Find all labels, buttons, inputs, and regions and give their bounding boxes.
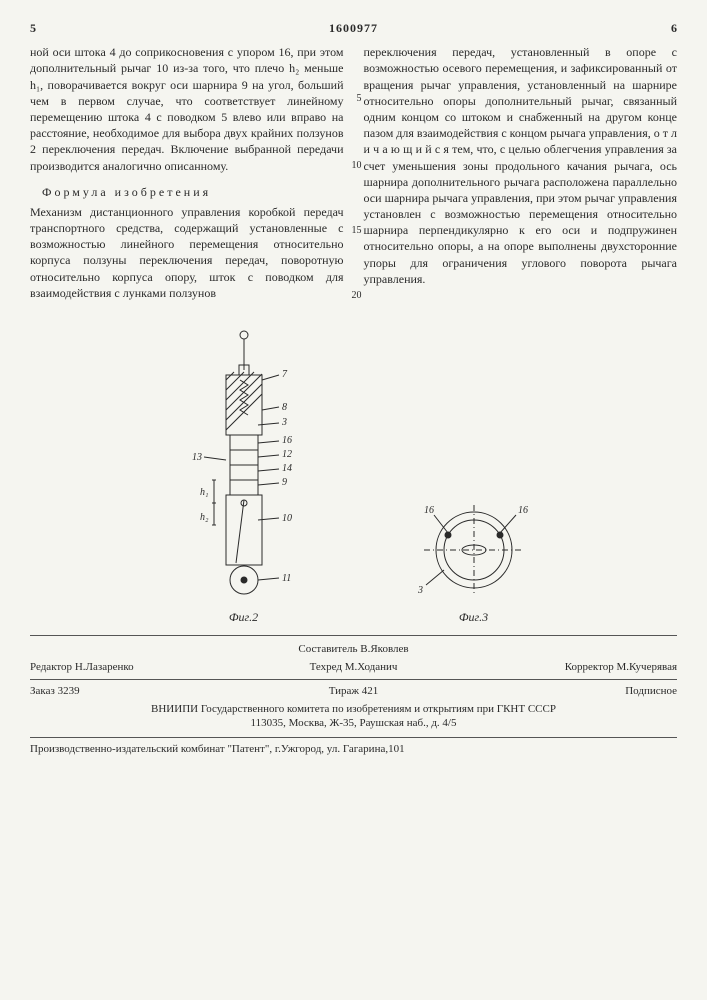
fig2-callout-8: 8 [282,402,287,413]
line-marker-10: 10 [350,159,362,173]
column-right: 5 10 15 20 переключения передач, установ… [364,44,678,305]
compiler-name: В.Яковлев [360,643,408,655]
fig3-callout-16a: 16 [424,505,434,516]
figure-2: 7 8 3 16 12 14 9 10 11 13 h₁ h₂ Фиг.2 [164,325,324,625]
figure-3: 16 16 3 Фиг.3 [404,495,544,625]
order-number: 3239 [58,685,80,697]
org-line-2: Производственно-издательский комбинат "П… [30,737,677,757]
col2-para1: переключения передач, установленный в оп… [364,44,678,287]
order-label: Заказ [30,685,55,697]
col1-para2: Механизм дистанционного управления короб… [30,204,344,301]
compiler-label: Составитель [298,643,357,655]
patent-number: 1600977 [329,20,378,36]
fig2-svg: 7 8 3 16 12 14 9 10 11 13 h₁ h₂ [164,325,324,605]
addr-line-1: 113035, Москва, Ж-35, Раушская наб., д. … [30,716,677,731]
fig2-callout-9: 9 [282,477,287,488]
tech-label: Техред [310,661,342,673]
fig2-callout-13: 13 [192,452,202,463]
fig2-callout-7: 7 [282,369,288,380]
fig3-callout-3: 3 [417,585,423,596]
fig2-label: Фиг.2 [164,609,324,625]
fig3-label: Фиг.3 [404,609,544,625]
corrector-name: М.Кучерявая [617,661,678,673]
line-marker-5: 5 [350,92,362,106]
fig3-callout-16b: 16 [518,505,528,516]
column-left: ной оси штока 4 до соприкосновения с упо… [30,44,344,305]
editor-name: Н.Лазаренко [75,661,134,673]
page-header: 5 1600977 6 [30,20,677,36]
tirage-label: Тираж [329,685,359,697]
fig2-callout-14: 14 [282,463,292,474]
figures-row: 7 8 3 16 12 14 9 10 11 13 h₁ h₂ Фиг.2 [30,325,677,625]
fig2-callout-11: 11 [282,573,291,584]
line-marker-20: 20 [350,289,362,303]
fig2-callout-12: 12 [282,449,292,460]
fig2-callout-3: 3 [281,417,287,428]
line-marker-15: 15 [350,224,362,238]
formula-title: Формула изобретения [42,184,344,200]
fig2-h2: h₂ [200,512,209,523]
editor-label: Редактор [30,661,72,673]
tech-name: М.Ходанич [345,661,398,673]
page-number-left: 5 [30,20,36,36]
col1-para1: ной оси штока 4 до соприкосновения с упо… [30,44,344,174]
fig2-callout-10: 10 [282,513,292,524]
fig3-svg: 16 16 3 [404,495,544,605]
fig2-callout-16: 16 [282,435,292,446]
corrector-label: Корректор [565,661,614,673]
document-footer: Составитель В.Яковлев Редактор Н.Лазарен… [30,635,677,757]
subscription: Подписное [625,685,677,697]
page-number-right: 6 [671,20,677,36]
tirage-number: 421 [362,685,379,697]
fig2-h1: h₁ [200,487,208,498]
text-columns: ной оси штока 4 до соприкосновения с упо… [30,44,677,305]
org-line-1: ВНИИПИ Государственного комитета по изоб… [30,702,677,717]
